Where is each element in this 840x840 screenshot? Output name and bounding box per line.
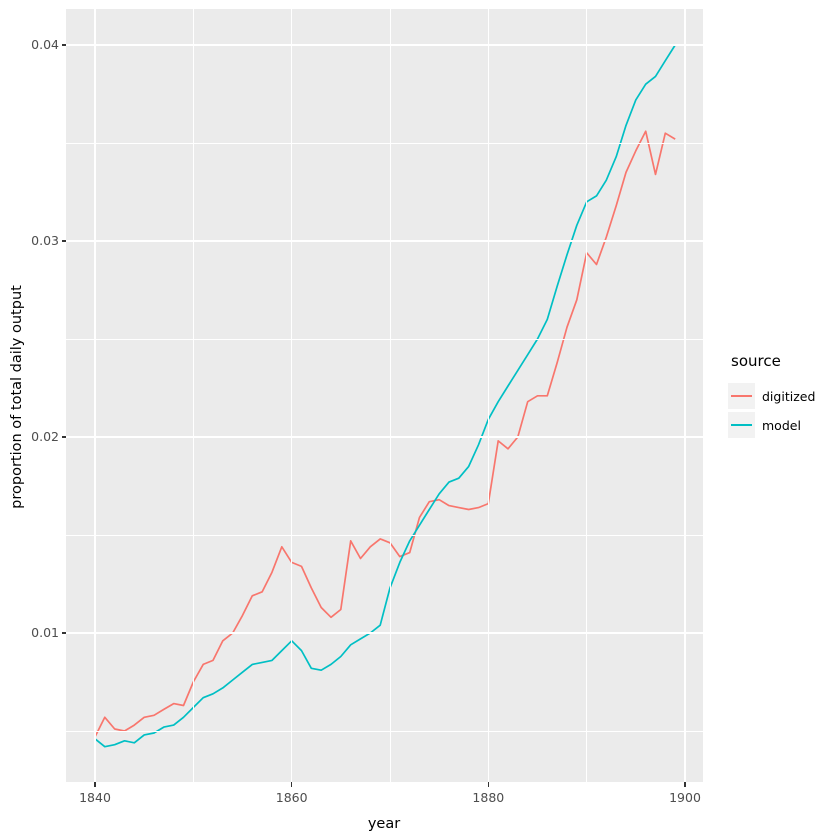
x-tick-label: 1880	[472, 790, 505, 805]
x-tick-label: 1900	[669, 790, 701, 805]
y-tick-label: 0.01	[31, 625, 59, 640]
y-minor-gridline	[66, 730, 703, 732]
y-tick-mark	[61, 632, 66, 634]
legend-key	[728, 383, 755, 409]
x-minor-gridline	[586, 9, 588, 782]
y-tick-mark	[61, 44, 66, 46]
legend-key-line-icon	[731, 424, 752, 426]
y-tick-mark	[61, 436, 66, 438]
y-axis-title: proportion of total daily output	[9, 285, 25, 509]
legend: source digitized model	[728, 352, 840, 441]
legend-title: source	[731, 352, 781, 370]
plot-panel	[66, 9, 703, 782]
y-tick-label: 0.04	[31, 37, 59, 52]
x-tick-mark	[684, 782, 686, 787]
legend-entry-model: model	[728, 412, 840, 438]
y-tick-mark	[61, 240, 66, 242]
y-major-gridline	[66, 44, 703, 46]
x-tick-label: 1840	[79, 790, 111, 805]
legend-key	[728, 412, 755, 438]
legend-key-line-icon	[731, 395, 752, 397]
series-line-digitized	[94, 130, 676, 738]
x-minor-gridline	[192, 9, 194, 782]
series-line-model	[94, 44, 676, 748]
y-tick-label: 0.03	[31, 233, 59, 248]
x-axis-title: year	[367, 816, 401, 832]
y-major-gridline	[66, 240, 703, 242]
y-minor-gridline	[66, 338, 703, 340]
x-major-gridline	[94, 9, 96, 782]
plot-lines-layer	[94, 44, 676, 748]
y-major-gridline	[66, 436, 703, 438]
x-major-gridline	[290, 9, 293, 782]
x-major-gridline	[684, 9, 686, 782]
legend-entry-label: model	[762, 417, 801, 433]
legend-entries: digitized model	[728, 383, 840, 438]
y-minor-gridline	[66, 534, 703, 536]
y-minor-gridline	[66, 142, 703, 144]
legend-entry-digitized: digitized	[728, 383, 840, 409]
x-major-gridline	[487, 9, 490, 782]
x-minor-gridline	[389, 9, 391, 782]
y-major-gridline	[66, 632, 703, 634]
legend-entry-label: digitized	[762, 388, 816, 404]
y-tick-label: 0.02	[31, 429, 59, 444]
x-tick-mark	[487, 782, 490, 787]
x-tick-mark	[94, 782, 96, 787]
x-tick-mark	[290, 782, 293, 787]
x-tick-label: 1860	[275, 790, 308, 805]
